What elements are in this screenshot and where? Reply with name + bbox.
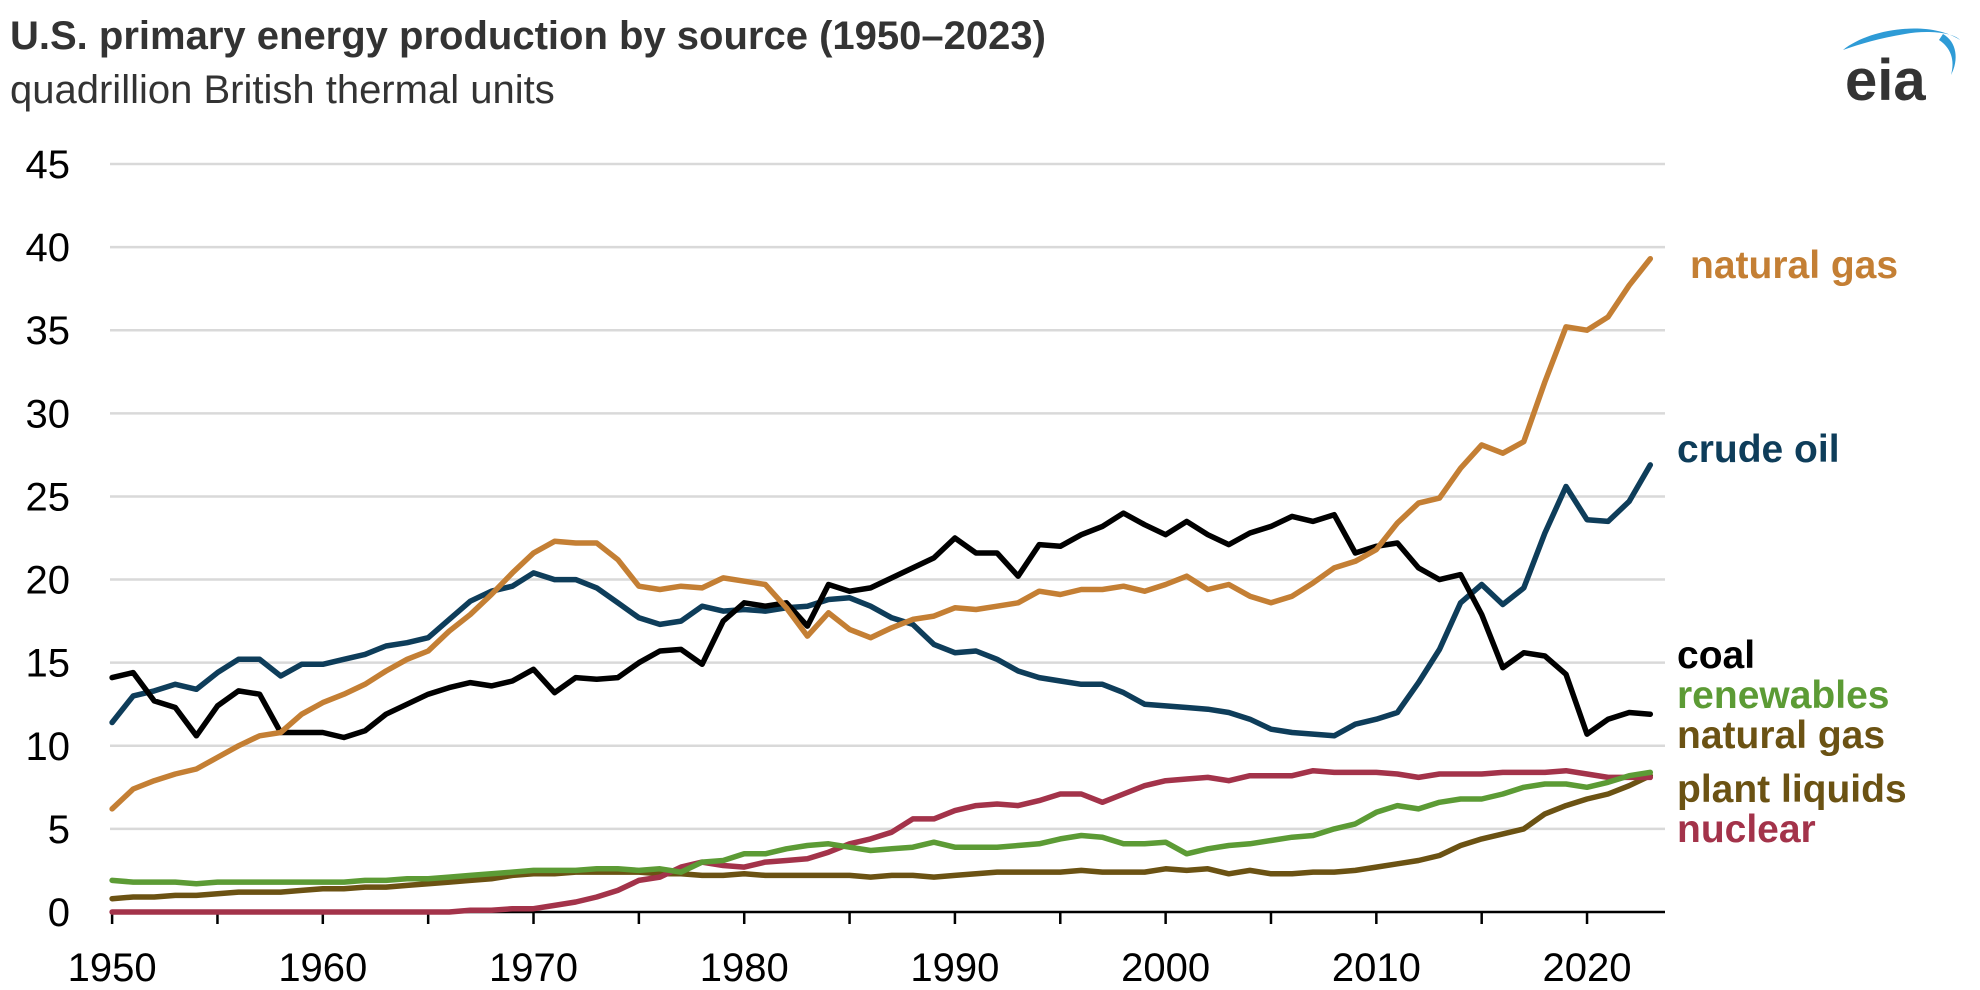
y-tick-label: 45 bbox=[26, 143, 71, 187]
x-tick-label: 1980 bbox=[700, 946, 789, 990]
series-label-renewables: renewables bbox=[1677, 674, 1889, 717]
x-axis-ticks: 1950 1960 1970 1980 1990 2000 2010 2020 bbox=[68, 946, 1632, 990]
x-tick-label: 2000 bbox=[1121, 946, 1210, 990]
series-label-ngpl: natural gas bbox=[1677, 714, 1885, 757]
y-tick-label: 25 bbox=[26, 475, 71, 519]
series-line-renewables bbox=[109, 769, 1654, 887]
x-tick-label: 1950 bbox=[68, 946, 157, 990]
y-tick-label: 5 bbox=[48, 808, 70, 852]
x-tick-label: 1990 bbox=[910, 946, 999, 990]
series-line-ngpl bbox=[109, 772, 1654, 902]
y-tick-label: 10 bbox=[26, 725, 71, 769]
x-tick-label: 1970 bbox=[489, 946, 578, 990]
x-tick-label: 2010 bbox=[1332, 946, 1421, 990]
series-label-ngpl: plant liquids bbox=[1677, 768, 1907, 811]
x-tick-label: 2020 bbox=[1543, 946, 1632, 990]
eia-logo: eia bbox=[1843, 28, 1960, 110]
series-label-crude-oil: crude oil bbox=[1677, 428, 1840, 471]
y-tick-label: 20 bbox=[26, 559, 71, 603]
series-label-nuclear: nuclear bbox=[1677, 808, 1816, 851]
x-tick-label: 1960 bbox=[278, 946, 367, 990]
y-tick-label: 15 bbox=[26, 642, 71, 686]
y-tick-label: 0 bbox=[48, 891, 70, 935]
gridlines bbox=[110, 162, 1665, 831]
y-tick-label: 40 bbox=[26, 226, 71, 270]
eia-logo-swoosh bbox=[1843, 28, 1960, 50]
series-label-coal: coal bbox=[1677, 634, 1755, 677]
series-line-nuclear bbox=[109, 767, 1654, 915]
series-label-natural-gas: natural gas bbox=[1690, 244, 1898, 287]
series-line-natural-gas bbox=[109, 255, 1654, 812]
series-lines bbox=[109, 255, 1654, 915]
y-tick-label: 35 bbox=[26, 309, 71, 353]
y-tick-label: 30 bbox=[26, 392, 71, 436]
eia-logo-text: eia bbox=[1845, 48, 1926, 110]
y-axis-ticks: 0 5 10 15 20 25 30 35 40 45 bbox=[26, 143, 71, 935]
chart-title: U.S. primary energy production by source… bbox=[10, 14, 1046, 58]
chart-subtitle: quadrillion British thermal units bbox=[10, 68, 555, 112]
series-line-coal bbox=[109, 510, 1654, 741]
series-line-crude-oil bbox=[109, 462, 1654, 739]
